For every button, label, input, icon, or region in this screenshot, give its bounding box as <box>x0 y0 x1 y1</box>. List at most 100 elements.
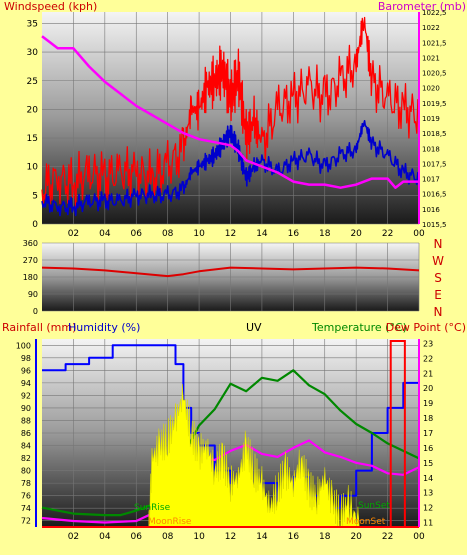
barometer-tick-label: 1015,5 <box>422 221 447 229</box>
humidity-tick-label: 88 <box>21 416 31 425</box>
temperature-tick-label: 17 <box>423 429 433 438</box>
humidity-tick-label: 80 <box>21 467 31 476</box>
humidity-line <box>42 344 420 510</box>
uv-area <box>148 384 360 528</box>
barometer-tick-label: 1016 <box>422 206 440 214</box>
y-tick-label: 180 <box>23 273 38 282</box>
x-tick-label: 02 <box>68 532 79 542</box>
gust-line <box>41 16 419 210</box>
x-tick-label: 12 <box>225 229 236 239</box>
humidity-tick-label: 82 <box>21 454 31 463</box>
temperature-tick-label: 21 <box>423 369 433 378</box>
barometer-tick-label: 1021,5 <box>422 39 447 47</box>
x-tick-label: 22 <box>382 532 393 542</box>
x-tick-label: 08 <box>162 532 174 542</box>
x-tick-label: 10 <box>193 229 205 239</box>
humidity-tick-label: 98 <box>21 354 31 363</box>
x-tick-label: 20 <box>350 532 362 542</box>
barometer-tick-label: 1019,5 <box>422 100 447 108</box>
x-tick-label: 00 <box>413 229 425 239</box>
x-tick-label: 10 <box>193 532 205 542</box>
temperature-tick-label: 20 <box>423 384 433 393</box>
humidity-axis-label: Humidity (%) <box>68 321 140 334</box>
temperature-tick-label: 16 <box>423 444 433 453</box>
y-tick-label: 270 <box>23 256 38 265</box>
sunset-annotation: SunSet <box>358 501 390 511</box>
x-tick-label: 18 <box>319 532 331 542</box>
x-tick-label: 20 <box>350 229 362 239</box>
y-tick-label: 10 <box>27 163 39 173</box>
y-tick-label: 30 <box>27 48 39 58</box>
y-tick-label: 0 <box>33 307 38 316</box>
wind-panel-ticks: 051015202530351015,510161016,510171017,5… <box>27 9 447 239</box>
temperature-line <box>41 369 420 517</box>
barometer-tick-label: 1020,5 <box>422 70 447 78</box>
y-tick-label: 35 <box>27 19 38 29</box>
temperature-tick-label: 15 <box>423 459 433 468</box>
humidity-tick-label: 78 <box>21 479 31 488</box>
y-tick-label: 15 <box>27 134 38 144</box>
temperature-tick-label: 18 <box>423 414 433 423</box>
x-tick-label: 04 <box>99 229 111 239</box>
y-tick-label: 0 <box>32 220 38 230</box>
x-tick-label: 06 <box>131 532 143 542</box>
wind-direction-line <box>41 266 420 278</box>
humidity-tick-label: 84 <box>21 442 31 451</box>
temperature-axis-label: Temperature (°C) <box>311 321 407 334</box>
uv-axis-label: UV <box>246 321 262 334</box>
y-tick-label: 20 <box>27 105 39 115</box>
barometer-tick-label: 1019 <box>422 115 440 123</box>
barometer-tick-label: 1016,5 <box>422 191 447 199</box>
x-tick-label: 08 <box>162 229 174 239</box>
barometer-tick-label: 1018,5 <box>422 130 447 138</box>
dew-point-line <box>41 439 420 524</box>
temperature-tick-label: 13 <box>423 489 433 498</box>
humidity-tick-label: 74 <box>21 504 31 513</box>
y-tick-label: 90 <box>28 290 38 299</box>
climate-panel-series <box>41 340 420 528</box>
x-tick-label: 02 <box>68 229 79 239</box>
x-tick-label: 14 <box>256 229 268 239</box>
direction-panel-series <box>41 266 420 278</box>
moonrise-annotation: MoonRise <box>148 517 192 527</box>
temperature-tick-label: 19 <box>423 399 433 408</box>
temperature-tick-label: 14 <box>423 474 433 483</box>
climate-panel-ticks: 72 74 76 78 80 82 84 86 88 90 92 94 96 98 100 11 12 13 14 1… <box>16 339 433 542</box>
x-tick-label: 16 <box>288 229 300 239</box>
y-tick-label: 360 <box>23 239 38 248</box>
x-tick-label: 12 <box>225 532 236 542</box>
x-tick-label: 14 <box>256 532 268 542</box>
compass-label: E <box>434 288 442 302</box>
x-tick-label: 18 <box>319 229 331 239</box>
x-tick-label: 16 <box>288 532 300 542</box>
wind-panel-series <box>41 16 419 217</box>
x-tick-label: 04 <box>99 532 111 542</box>
barometer-tick-label: 1017 <box>422 176 440 184</box>
sunrise-annotation: SunRise <box>134 503 171 513</box>
barometer-tick-label: 1022 <box>422 24 440 32</box>
humidity-tick-label: 76 <box>21 492 31 501</box>
x-tick-label: 06 <box>131 229 143 239</box>
humidity-tick-label: 92 <box>21 391 31 400</box>
barometer-tick-label: 1022,5 <box>422 9 447 17</box>
windspeed-axis-label: Windspeed (kph) <box>4 0 97 13</box>
rainfall-axis-label: Rainfall (mm) <box>2 321 76 334</box>
x-tick-label: 22 <box>382 229 393 239</box>
temperature-tick-label: 23 <box>423 339 433 348</box>
humidity-tick-label: 72 <box>21 517 31 526</box>
barometer-tick-label: 1017,5 <box>422 160 447 168</box>
temperature-tick-label: 12 <box>423 504 433 513</box>
barometer-tick-label: 1018 <box>422 145 440 153</box>
y-tick-label: 5 <box>32 191 38 201</box>
humidity-tick-label: 94 <box>21 379 31 388</box>
compass-label: W <box>432 254 444 268</box>
compass-label: N <box>434 305 443 319</box>
rainfall-bar <box>389 340 406 528</box>
temperature-tick-label: 11 <box>423 519 433 528</box>
dewpoint-axis-label: Dew Point (°C) <box>386 321 466 334</box>
humidity-tick-label: 96 <box>21 366 31 375</box>
compass-label: S <box>434 271 442 285</box>
humidity-tick-label: 86 <box>21 429 31 438</box>
